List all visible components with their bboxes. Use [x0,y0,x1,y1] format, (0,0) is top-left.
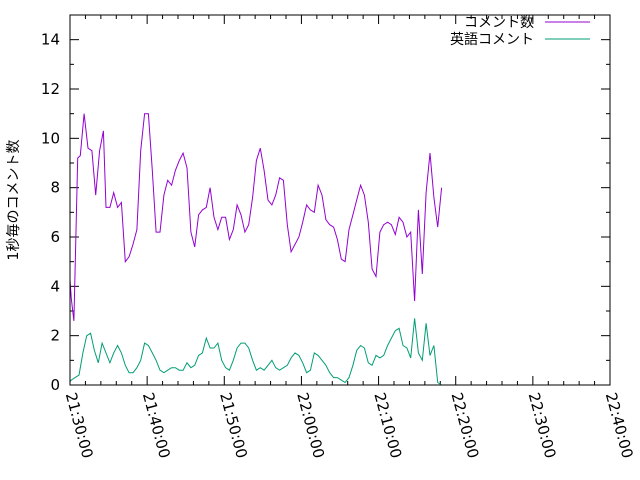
plot-border [69,14,611,386]
x-tick-label: 22:00:00 [293,391,328,461]
x-tick-label: 21:40:00 [139,391,174,461]
legend-label: 英語コメント [450,31,534,48]
y-axis-label: 1秒毎のコメント数 [6,140,22,261]
y-tick-label: 14 [41,31,60,49]
y-tick-labels: 0 2 4 6 8 10 12 14 [41,31,60,394]
x-tick-label: 21:30:00 [62,391,97,461]
y-tick-label: 0 [50,376,60,394]
series-layer [70,113,443,385]
y-tick-label: 4 [50,277,60,295]
y-tick-label: 2 [50,327,60,345]
tick-marks [69,15,611,386]
x-tick-label: 21:50:00 [216,391,251,461]
y-tick-label: 6 [50,228,60,246]
y-tick-label: 8 [50,179,60,197]
legend-label: コメント数 [464,15,534,31]
x-tick-label: 22:20:00 [448,391,483,461]
series-line-0 [70,113,443,321]
x-tick-label: 22:30:00 [525,391,560,461]
series-line-1 [70,318,442,385]
x-tick-labels: 21:30:00 21:40:00 21:50:00 22:00:00 22:10:00… [62,391,637,461]
x-tick-label: 22:10:00 [370,391,405,461]
x-tick-label: 22:40:00 [602,391,637,461]
y-tick-label: 10 [41,129,60,147]
y-tick-label: 12 [41,80,60,98]
